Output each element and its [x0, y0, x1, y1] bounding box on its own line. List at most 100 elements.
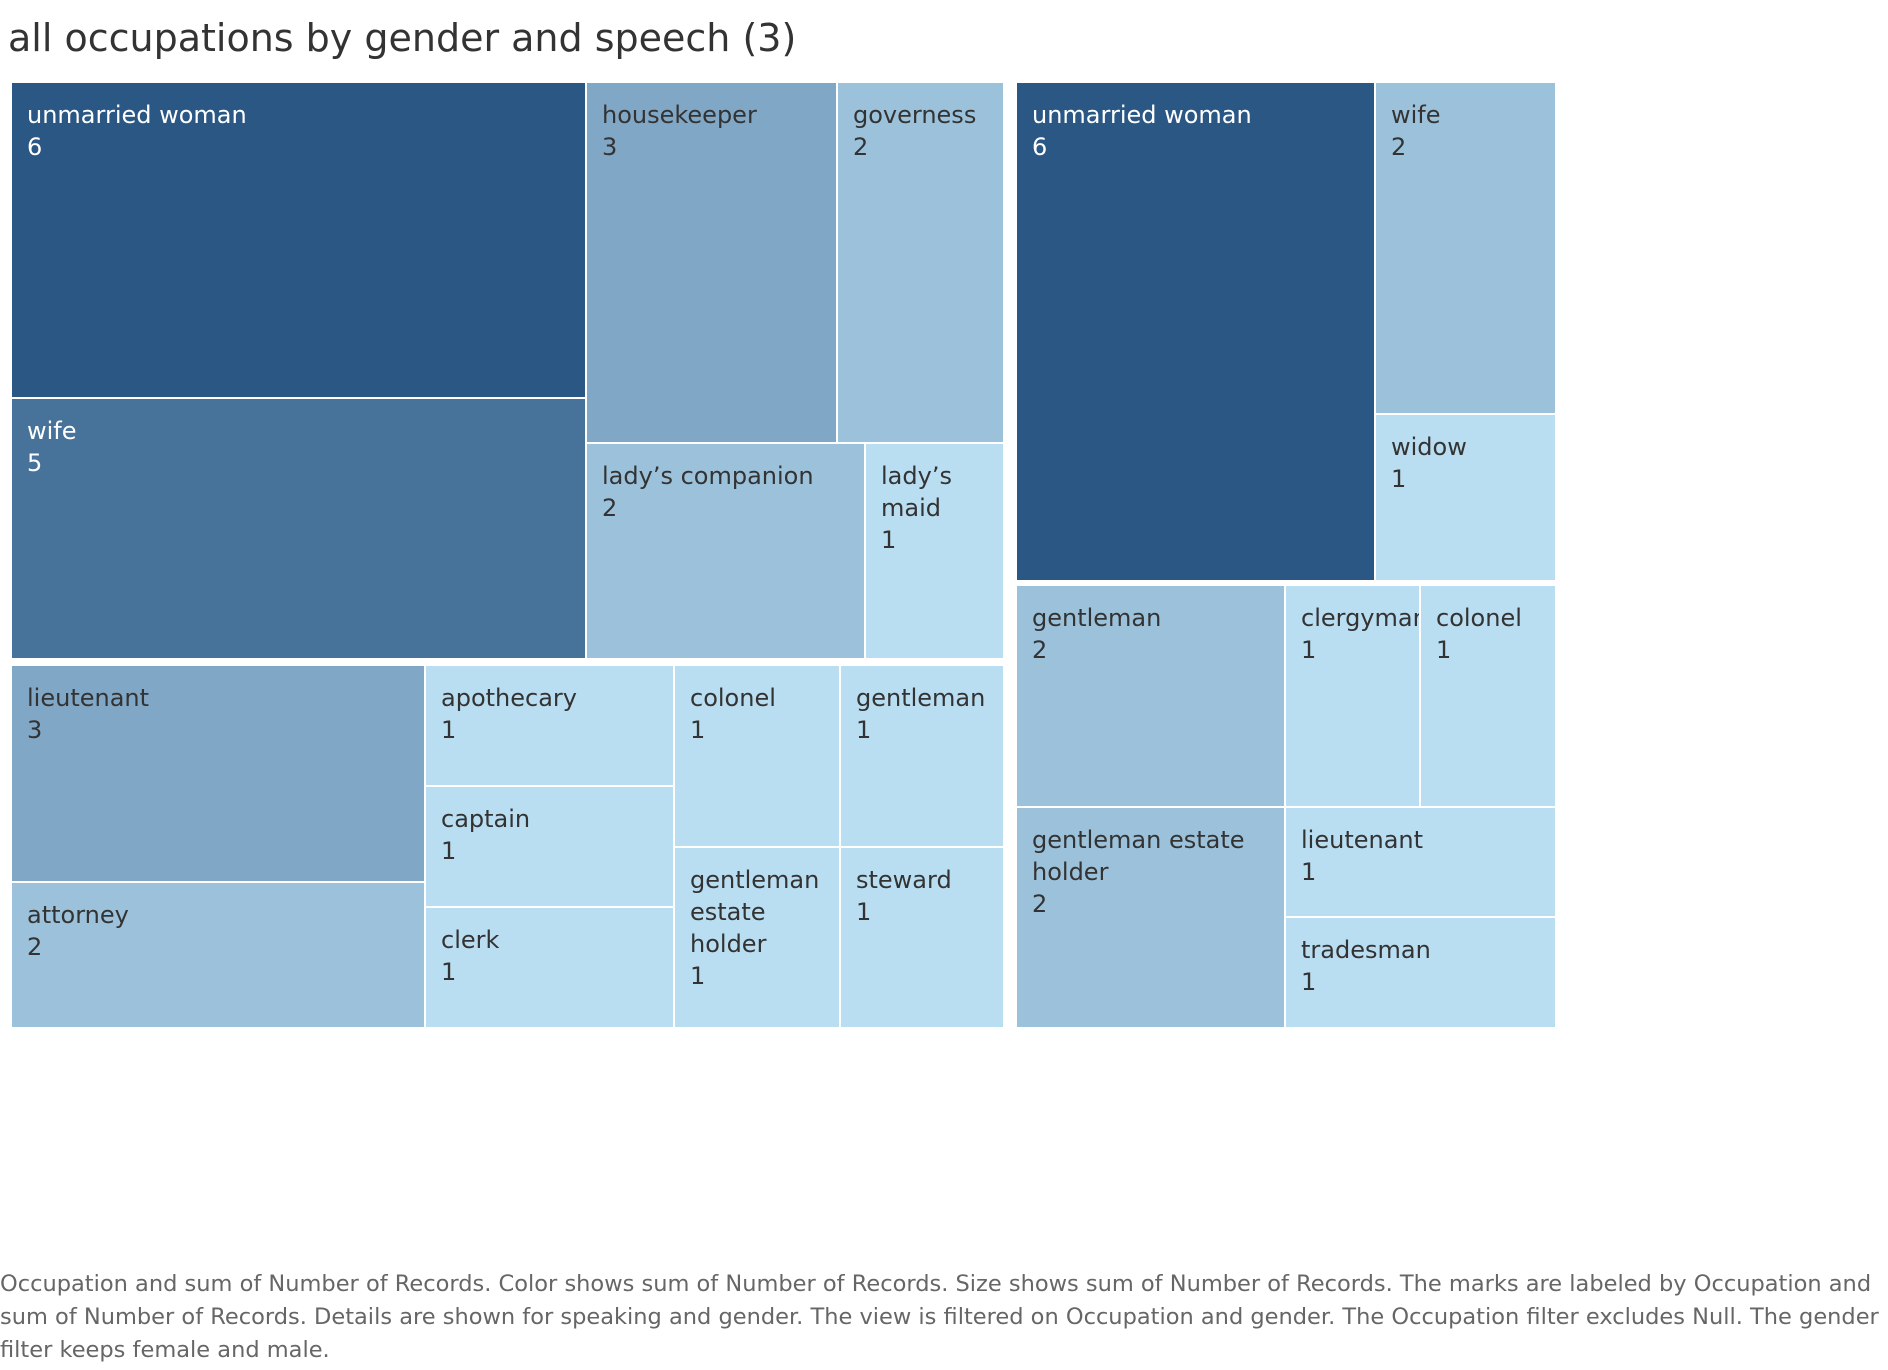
cell-occupation: steward: [856, 866, 952, 894]
cell-label: steward 1: [856, 864, 999, 928]
cell-occupation: lieutenant: [27, 684, 150, 712]
cell-label: gentleman 2: [1032, 602, 1280, 666]
cell-occupation: widow: [1391, 433, 1467, 461]
treemap-panel: unmarried woman 6 wife 2 widow 1: [1017, 83, 1557, 582]
treemap-cell[interactable]: housekeeper 3: [587, 83, 838, 444]
treemap-panel: lieutenant 3 attorney 2 apothecary 1 captain 1 c…: [12, 666, 1005, 1029]
cell-value: 2: [602, 494, 618, 522]
treemap-cell[interactable]: lady’s maid 1: [866, 444, 1005, 660]
treemap-cell[interactable]: lieutenant 1: [1286, 808, 1557, 918]
treemap-cell[interactable]: wife 5: [12, 399, 587, 660]
cell-occupation: unmarried woman: [27, 101, 247, 129]
cell-label: housekeeper 3: [602, 99, 832, 163]
cell-value: 1: [856, 898, 872, 926]
treemap-cell[interactable]: gentleman 2: [1017, 586, 1286, 808]
cell-occupation: housekeeper: [602, 101, 757, 129]
treemap-panel: gentleman 2 gentleman estate holder 2 clergy…: [1017, 586, 1557, 1029]
treemap-cell[interactable]: gentleman estate holder 1: [675, 848, 841, 1029]
cell-label: lady’s companion 2: [602, 460, 860, 524]
treemap-cell[interactable]: clergyman 1: [1286, 586, 1421, 808]
cell-label: wife 2: [1391, 99, 1551, 163]
treemap-cell[interactable]: widow 1: [1376, 415, 1557, 582]
cell-occupation: wife: [27, 417, 77, 445]
treemap-cell[interactable]: lady’s companion 2: [587, 444, 866, 660]
cell-label: captain 1: [441, 803, 669, 867]
cell-occupation: apothecary: [441, 684, 577, 712]
treemap-cell[interactable]: captain 1: [426, 787, 675, 908]
treemap-cell[interactable]: lieutenant 3: [12, 666, 426, 883]
cell-value: 1: [1301, 636, 1317, 664]
treemap-cell[interactable]: gentleman estate holder 2: [1017, 808, 1286, 1029]
cell-label: governess 2: [853, 99, 999, 163]
cell-occupation: estate holder: [690, 898, 767, 958]
cell-value: 1: [881, 526, 897, 554]
cell-label: clerk 1: [441, 924, 669, 988]
cell-value: 1: [1391, 465, 1407, 493]
cell-value: 5: [27, 449, 43, 477]
cell-value: 1: [441, 837, 457, 865]
cell-value: 2: [1032, 636, 1048, 664]
treemap-cell[interactable]: unmarried woman 6: [1017, 83, 1376, 582]
cell-occupation: gentleman: [690, 866, 820, 894]
cell-label: lieutenant 1: [1301, 824, 1551, 888]
chart-caption: Occupation and sum of Number of Records.…: [0, 1271, 1879, 1363]
cell-occupation: gentleman: [1032, 604, 1162, 632]
cell-occupation: lady’s companion: [602, 462, 814, 490]
treemap-cell[interactable]: wife 2: [1376, 83, 1557, 415]
cell-label: lieutenant 3: [27, 682, 420, 746]
treemap-cell[interactable]: governess 2: [838, 83, 1005, 444]
cell-label: gentleman estate holder 2: [1032, 824, 1280, 920]
cell-occupation: tradesman: [1301, 936, 1431, 964]
cell-label: widow 1: [1391, 431, 1551, 495]
cell-label: tradesman 1: [1301, 934, 1551, 998]
cell-value: 3: [27, 716, 43, 744]
cell-value: 1: [1301, 858, 1317, 886]
cell-label: unmarried woman 6: [27, 99, 581, 163]
cell-value: 1: [690, 716, 706, 744]
cell-occupation: attorney: [27, 901, 129, 929]
treemap-cell[interactable]: colonel 1: [675, 666, 841, 848]
cell-occupation: lieutenant: [1301, 826, 1424, 854]
cell-occupation: gentleman estate holder: [1032, 826, 1245, 886]
cell-value: 1: [441, 716, 457, 744]
cell-label: clergyman 1: [1301, 602, 1421, 666]
treemap-cell[interactable]: clerk 1: [426, 908, 675, 1029]
cell-label: colonel 1: [690, 682, 835, 746]
treemap-cell[interactable]: colonel 1: [1421, 586, 1557, 808]
cell-value: 1: [856, 716, 872, 744]
treemap-cell[interactable]: gentleman 1: [841, 666, 1005, 848]
cell-value: 6: [27, 133, 43, 161]
cell-label: apothecary 1: [441, 682, 669, 746]
treemap-cell[interactable]: attorney 2: [12, 883, 426, 1029]
chart-title: all occupations by gender and speech (3): [8, 16, 797, 60]
cell-label: wife 5: [27, 415, 581, 479]
cell-label: gentleman 1: [856, 682, 999, 746]
cell-occupation: clergyman: [1301, 604, 1421, 632]
cell-value: 1: [1436, 636, 1452, 664]
treemap-cell[interactable]: apothecary 1: [426, 666, 675, 787]
cell-occupation: unmarried woman: [1032, 101, 1252, 129]
cell-occupation: colonel: [1436, 604, 1522, 632]
cell-occupation: governess: [853, 101, 977, 129]
cell-occupation: gentleman: [856, 684, 986, 712]
cell-label: attorney 2: [27, 899, 420, 963]
cell-occupation: wife: [1391, 101, 1441, 129]
treemap-cell[interactable]: unmarried woman 6: [12, 83, 587, 399]
cell-value: 2: [853, 133, 869, 161]
cell-value: 3: [602, 133, 618, 161]
cell-value: 1: [441, 958, 457, 986]
treemap-panel: unmarried woman 6 wife 5 housekeeper 3 governe…: [12, 83, 1005, 660]
cell-occupation: lady’s maid: [881, 462, 952, 522]
cell-label: unmarried woman 6: [1032, 99, 1370, 163]
cell-value: 2: [27, 933, 43, 961]
cell-label: colonel 1: [1436, 602, 1551, 666]
cell-value: 6: [1032, 133, 1048, 161]
cell-occupation: clerk: [441, 926, 500, 954]
cell-label: gentleman estate holder 1: [690, 864, 835, 992]
cell-value: 1: [1301, 968, 1317, 996]
cell-value: 2: [1391, 133, 1407, 161]
cell-label: lady’s maid 1: [881, 460, 999, 556]
treemap-cell[interactable]: tradesman 1: [1286, 918, 1557, 1029]
treemap-cell[interactable]: steward 1: [841, 848, 1005, 1029]
